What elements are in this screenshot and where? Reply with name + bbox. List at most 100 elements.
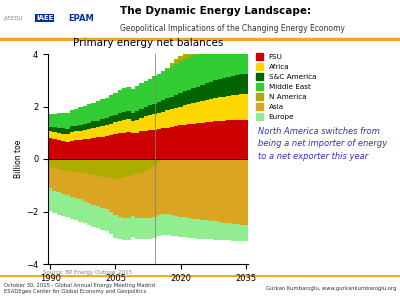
Bar bbox=[57, 140, 61, 159]
Bar bbox=[74, 126, 78, 131]
Bar bbox=[131, 175, 135, 216]
Y-axis label: Billion toe: Billion toe bbox=[14, 140, 23, 178]
Bar bbox=[187, 104, 192, 124]
Bar bbox=[165, 214, 170, 235]
Bar bbox=[144, 131, 148, 159]
Bar bbox=[152, 159, 157, 166]
Bar bbox=[70, 141, 74, 159]
Bar bbox=[113, 159, 118, 179]
Bar bbox=[244, 94, 248, 120]
Bar bbox=[218, 121, 222, 159]
Bar bbox=[87, 202, 92, 225]
Bar bbox=[118, 113, 122, 121]
Bar bbox=[126, 87, 131, 111]
Bar bbox=[70, 159, 74, 172]
Bar bbox=[226, 223, 231, 240]
Bar bbox=[148, 106, 152, 116]
Bar bbox=[170, 97, 174, 109]
Bar bbox=[204, 100, 209, 122]
Bar bbox=[83, 201, 87, 223]
Bar bbox=[218, 43, 222, 79]
Bar bbox=[170, 215, 174, 236]
Bar bbox=[213, 80, 218, 98]
Bar bbox=[57, 113, 61, 127]
Bar bbox=[200, 85, 204, 101]
Bar bbox=[65, 113, 70, 128]
Bar bbox=[200, 42, 204, 51]
Bar bbox=[78, 124, 83, 131]
Bar bbox=[174, 126, 178, 159]
Bar bbox=[183, 59, 187, 91]
Bar bbox=[244, 25, 248, 36]
Bar bbox=[174, 95, 178, 108]
Bar bbox=[239, 74, 244, 94]
Bar bbox=[78, 107, 83, 124]
Bar bbox=[109, 135, 113, 159]
Bar bbox=[48, 131, 52, 138]
Bar bbox=[74, 159, 78, 172]
Bar bbox=[78, 159, 83, 173]
Bar bbox=[196, 102, 200, 123]
Bar bbox=[100, 208, 104, 230]
Bar bbox=[65, 134, 70, 142]
Bar bbox=[135, 120, 139, 133]
Bar bbox=[157, 102, 161, 113]
Bar bbox=[78, 200, 83, 222]
Bar bbox=[244, 225, 248, 242]
Bar bbox=[70, 172, 74, 197]
Bar bbox=[83, 139, 87, 159]
Bar bbox=[244, 36, 248, 74]
Bar bbox=[109, 116, 113, 124]
Bar bbox=[52, 127, 57, 132]
Bar bbox=[48, 167, 52, 188]
Bar bbox=[157, 215, 161, 236]
Bar bbox=[118, 90, 122, 113]
Bar bbox=[239, 120, 244, 159]
Text: ((EED)): ((EED)) bbox=[4, 16, 24, 21]
Bar bbox=[226, 96, 231, 120]
Bar bbox=[235, 75, 239, 95]
Bar bbox=[178, 61, 183, 93]
Bar bbox=[165, 98, 170, 110]
Bar bbox=[148, 169, 152, 218]
Bar bbox=[131, 216, 135, 237]
Bar bbox=[196, 53, 200, 86]
Bar bbox=[109, 212, 113, 234]
Bar bbox=[126, 218, 131, 240]
Bar bbox=[231, 76, 235, 95]
Bar bbox=[222, 159, 226, 223]
Bar bbox=[74, 172, 78, 198]
Bar bbox=[52, 159, 57, 168]
Bar bbox=[118, 217, 122, 239]
Bar bbox=[104, 209, 109, 232]
Bar bbox=[122, 159, 126, 177]
Bar bbox=[187, 50, 192, 57]
Bar bbox=[48, 159, 52, 167]
Bar bbox=[87, 129, 92, 139]
Bar bbox=[196, 123, 200, 159]
Bar bbox=[178, 217, 183, 237]
Bar bbox=[100, 99, 104, 119]
Bar bbox=[235, 120, 239, 159]
Bar bbox=[131, 159, 135, 175]
Bar bbox=[65, 128, 70, 134]
Bar bbox=[100, 137, 104, 159]
Bar bbox=[131, 89, 135, 112]
Bar bbox=[204, 122, 209, 159]
Bar bbox=[239, 225, 244, 241]
Text: October 30, 2015 - Global Annual Energy Meeting Madrid
ESADEgeo Center for Globa: October 30, 2015 - Global Annual Energy … bbox=[4, 283, 155, 294]
Bar bbox=[48, 127, 52, 131]
Bar bbox=[139, 173, 144, 218]
Bar bbox=[113, 122, 118, 134]
Bar bbox=[122, 218, 126, 240]
Bar bbox=[183, 217, 187, 237]
Bar bbox=[204, 220, 209, 239]
Bar bbox=[244, 120, 248, 159]
Bar bbox=[109, 178, 113, 212]
Bar bbox=[122, 177, 126, 218]
Bar bbox=[126, 159, 131, 176]
Bar bbox=[235, 95, 239, 120]
Bar bbox=[144, 107, 148, 116]
Bar bbox=[178, 93, 183, 106]
Bar bbox=[209, 122, 213, 159]
